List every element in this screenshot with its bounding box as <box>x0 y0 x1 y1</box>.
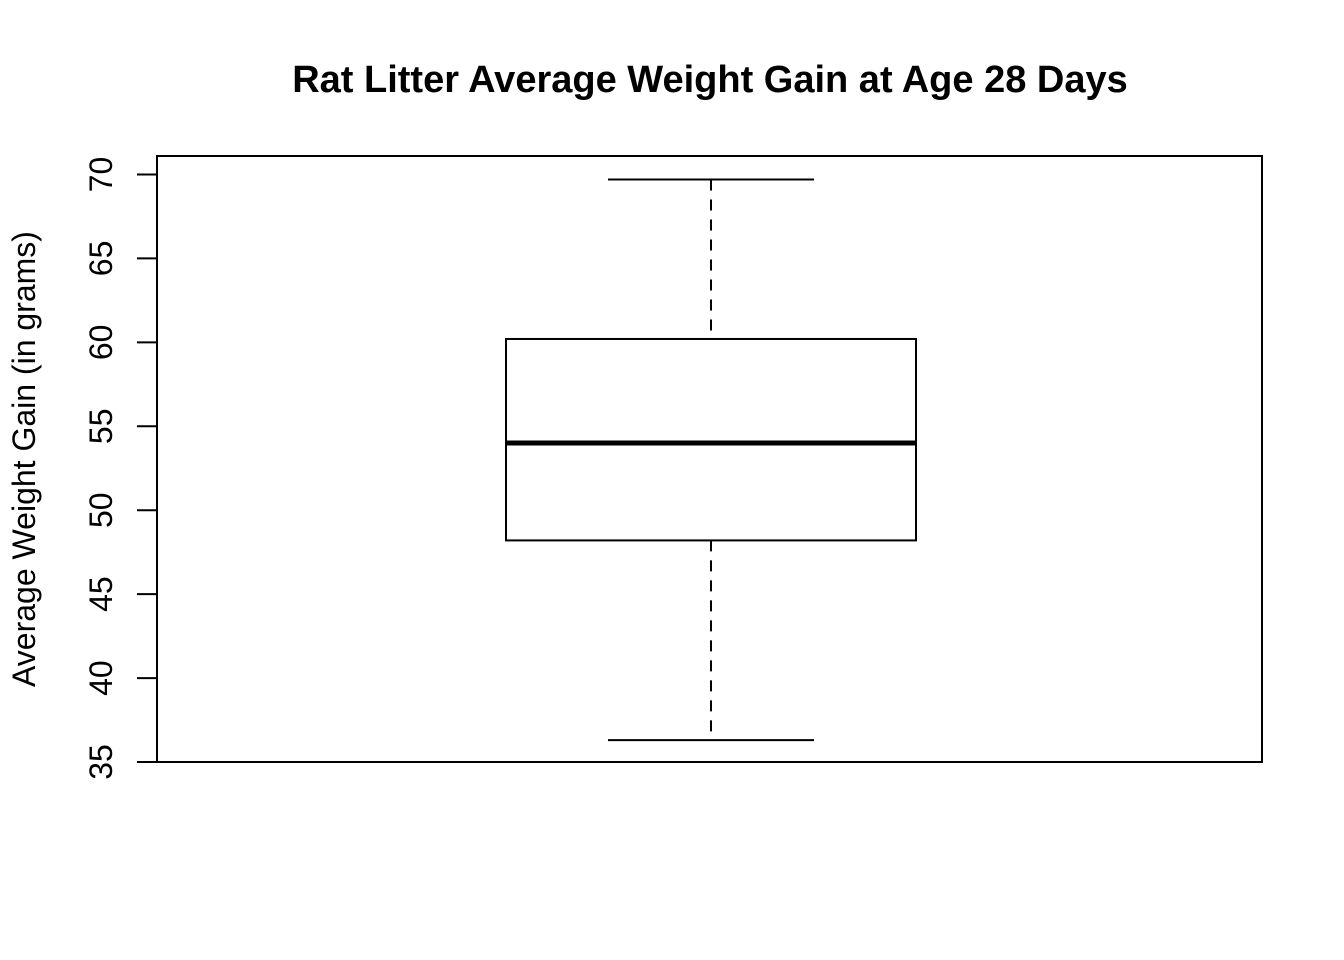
y-tick-label: 35 <box>83 744 119 780</box>
y-axis-label: Average Weight Gain (in grams) <box>6 231 42 687</box>
chart-title: Rat Litter Average Weight Gain at Age 28… <box>292 59 1128 101</box>
y-tick-label: 40 <box>83 660 119 696</box>
y-tick-label: 70 <box>83 157 119 193</box>
y-tick-label: 50 <box>83 492 119 528</box>
y-tick-label: 45 <box>83 576 119 612</box>
y-tick-label: 55 <box>83 408 119 444</box>
iqr-box <box>505 337 917 542</box>
plot-area: 35 40 45 50 55 60 65 70 <box>83 155 1263 780</box>
plot-border <box>156 155 1263 763</box>
y-tick-label: 60 <box>83 325 119 361</box>
y-tick-label: 65 <box>83 241 119 277</box>
